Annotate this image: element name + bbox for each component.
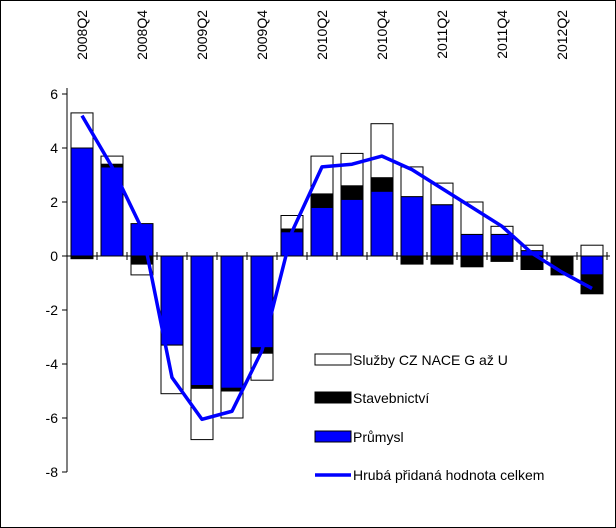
bar-segment [310,193,334,208]
bar-segment [250,255,274,349]
legend-label: Průmysl [353,429,404,445]
bar-segment [490,233,514,257]
x-tick-label: 2011Q2 [434,10,450,59]
x-tick-label: 2011Q4 [494,10,510,59]
x-tick-label: 2010Q2 [314,10,330,60]
x-tick-label: 2008Q2 [74,10,90,60]
bar-segment [340,185,364,200]
bar-segment [340,152,364,187]
x-tick-label: 2009Q2 [194,10,210,60]
y-tick-label: -4 [46,356,59,372]
bar-segment [430,204,454,257]
bar-segment [370,177,394,192]
legend-label: Stavebnictví [353,390,429,406]
bar-segment [340,198,364,257]
y-tick-label: -6 [46,410,59,426]
x-tick-label: 2010Q4 [374,10,390,60]
x-tick-label: 2008Q4 [134,10,150,60]
line-series [80,114,593,422]
bar-segment [190,255,214,387]
bar-segment [370,123,394,179]
bar-segment [520,255,544,270]
y-tick-label: -2 [46,302,59,318]
bar-segment [400,255,424,265]
bar-segment [430,255,454,265]
legend-label: Hrubá přidaná hodnota celkem [353,467,544,483]
bar-segment [100,155,124,165]
bar-segment [580,255,604,276]
bar-segment [400,196,424,257]
y-tick-label: -8 [46,464,59,480]
legend-label: Služby CZ NACE G až U [353,352,508,368]
x-tick-label: 2012Q2 [554,10,570,60]
legend-swatch [314,430,352,443]
bar-segment [220,255,244,389]
bar-segment [70,147,94,257]
y-tick-label: 2 [50,194,58,210]
bar-segment [460,255,484,268]
y-tick-label: 6 [50,86,58,102]
bar-segment [310,155,334,195]
y-tick-label: 4 [50,140,58,156]
x-tick-label: 2009Q4 [254,10,270,60]
bar-segment [370,190,394,257]
bar-segment [190,387,214,441]
bar-segment [70,255,94,260]
bar-segment [460,233,484,257]
bar-segment [580,244,604,257]
legend-swatch [314,353,352,366]
bar-segment [490,255,514,262]
legend-swatch [314,391,352,404]
bar-segment [520,244,544,252]
bar-segment [310,206,334,257]
bar-segment [130,263,154,276]
y-tick-label: 0 [50,248,58,264]
